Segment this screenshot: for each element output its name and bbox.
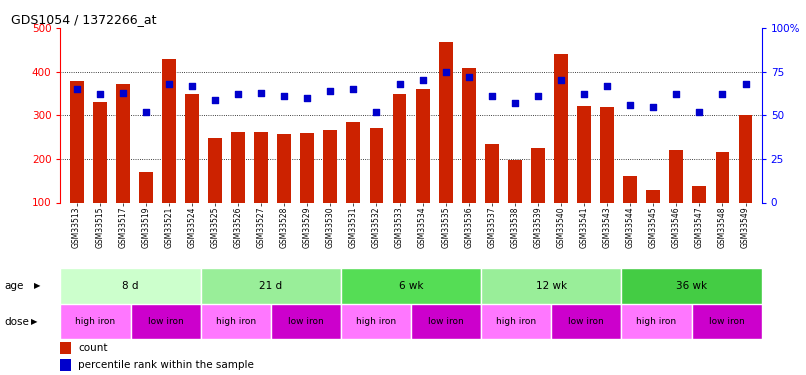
Text: high iron: high iron (637, 317, 676, 326)
Point (509, 100, 521, 106)
Bar (462, 68, 476, 203)
Bar (60, 342, 71, 354)
Bar (201, 268, 341, 304)
Text: 6 wk: 6 wk (399, 281, 423, 291)
Bar (551, 304, 621, 339)
Text: low iron: low iron (147, 317, 184, 326)
Bar (554, 54, 568, 202)
Bar (131, 304, 201, 339)
Point (716, 92, 729, 98)
Bar (716, 152, 729, 202)
Text: dose: dose (4, 316, 29, 327)
Point (163, 81, 176, 87)
Bar (116, 84, 130, 203)
Bar (231, 132, 245, 202)
Point (578, 92, 591, 98)
Bar (481, 268, 621, 304)
Bar (508, 160, 521, 202)
Point (278, 93, 291, 99)
Point (231, 92, 244, 98)
Bar (623, 176, 637, 203)
Bar (347, 122, 360, 202)
Bar (254, 132, 268, 202)
Bar (481, 304, 551, 339)
Bar (621, 268, 762, 304)
Text: 21 d: 21 d (260, 281, 282, 291)
Point (531, 93, 544, 99)
Bar (438, 42, 453, 203)
Text: 36 wk: 36 wk (676, 281, 707, 291)
Point (347, 86, 359, 92)
Bar (738, 116, 753, 202)
Text: high iron: high iron (356, 317, 396, 326)
Bar (646, 190, 660, 202)
Point (485, 93, 498, 99)
Bar (93, 102, 106, 202)
Text: low iron: low iron (568, 317, 604, 326)
Point (670, 92, 683, 98)
Text: 8 d: 8 d (123, 281, 139, 291)
Bar (411, 304, 481, 339)
Text: GDS1054 / 1372266_at: GDS1054 / 1372266_at (11, 13, 157, 26)
Bar (621, 304, 692, 339)
Bar (208, 138, 222, 202)
Text: high iron: high iron (216, 317, 256, 326)
Bar (60, 304, 131, 339)
Bar (416, 89, 430, 202)
Bar (692, 186, 706, 202)
Point (370, 109, 383, 115)
Point (209, 97, 222, 103)
Point (116, 90, 129, 96)
Bar (60, 359, 71, 371)
Point (185, 82, 198, 88)
Point (693, 109, 706, 115)
Point (739, 81, 752, 87)
Bar (369, 128, 384, 202)
Point (416, 78, 429, 84)
Point (139, 109, 152, 115)
Bar (341, 268, 481, 304)
Bar (60, 268, 201, 304)
Bar (301, 133, 314, 202)
Point (555, 78, 567, 84)
Text: low iron: low iron (288, 317, 324, 326)
Point (646, 104, 659, 110)
Text: high iron: high iron (76, 317, 115, 326)
Bar (271, 304, 341, 339)
Point (255, 90, 268, 96)
Text: low iron: low iron (708, 317, 745, 326)
Text: ▶: ▶ (34, 281, 40, 290)
Point (624, 102, 637, 108)
Bar (162, 58, 176, 202)
Text: low iron: low iron (428, 317, 464, 326)
Bar (323, 130, 337, 203)
Bar (692, 304, 762, 339)
Text: age: age (4, 281, 23, 291)
Bar (531, 148, 545, 202)
Bar (393, 93, 406, 202)
Point (93, 92, 106, 98)
Bar (600, 106, 614, 202)
Bar (577, 106, 591, 202)
Point (439, 69, 452, 75)
Bar (201, 304, 271, 339)
Bar (670, 150, 683, 202)
Point (393, 81, 406, 87)
Bar (341, 304, 411, 339)
Bar (69, 81, 84, 203)
Bar (277, 134, 291, 202)
Bar (139, 172, 152, 202)
Text: ▶: ▶ (31, 317, 37, 326)
Point (324, 88, 337, 94)
Text: 12 wk: 12 wk (536, 281, 567, 291)
Text: count: count (78, 343, 107, 353)
Bar (185, 93, 199, 202)
Point (463, 74, 476, 80)
Text: percentile rank within the sample: percentile rank within the sample (78, 360, 254, 370)
Point (600, 82, 613, 88)
Bar (485, 144, 499, 202)
Point (70, 86, 83, 92)
Point (301, 95, 314, 101)
Text: high iron: high iron (496, 317, 536, 326)
